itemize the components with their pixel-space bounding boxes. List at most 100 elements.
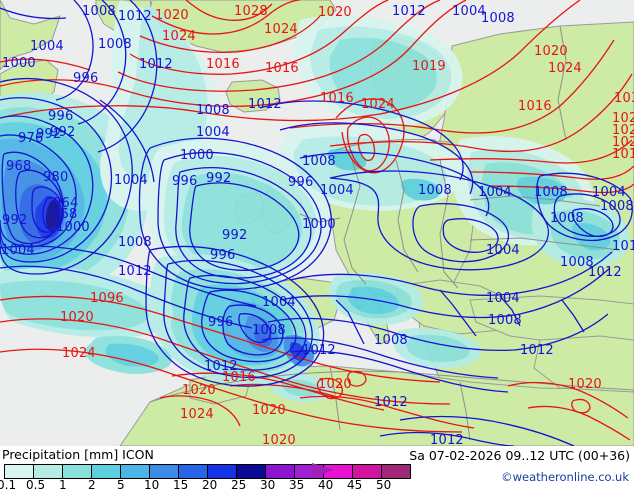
isobar-label-1012-62: 1012 xyxy=(588,265,622,280)
colorbar-tick-35: 35 xyxy=(289,478,305,490)
colorbar-tick-0.1: 0.1 xyxy=(0,478,17,490)
colorbar[interactable] xyxy=(4,464,411,479)
isobar-label-1008-52: 1008 xyxy=(118,235,152,250)
isobar-label-1024-20: 1024 xyxy=(548,61,582,76)
isobar-label-1012-75: 1012 xyxy=(204,359,238,374)
isobar-label-1016-28: 1016 xyxy=(518,99,552,114)
isobar-label-1012-15: 1012 xyxy=(139,57,173,72)
legend-title: Precipitation [mm] ICON xyxy=(2,447,154,462)
isobar-label-996-60: 996 xyxy=(210,248,236,263)
isobar-label-1004-6: 1004 xyxy=(452,4,486,19)
isobar-label-1004-45: 1004 xyxy=(478,185,512,200)
isobar-label-1008-35: 1008 xyxy=(302,154,336,169)
isobar-label-1012-1: 1012 xyxy=(118,9,152,24)
isobar-label-1020-84: 1020 xyxy=(568,377,602,392)
isobar-label-1012-79: 1012 xyxy=(374,395,408,410)
legend-panel: Precipitation [mm] ICON 0.1 0.5 1 2 5 10 15 20 2… xyxy=(0,446,634,490)
isobar-label-992-49: 992 xyxy=(2,213,28,228)
isobars-high xyxy=(0,0,634,441)
land-middle-east xyxy=(533,335,634,393)
isobar-label-1024-30: 1024 xyxy=(612,123,634,138)
colorbar-tick-0.5: 0.5 xyxy=(26,478,46,490)
isobar-label-1024-80: 1024 xyxy=(180,407,214,422)
isobar-label-1004-65: 1004 xyxy=(486,291,520,306)
isobar-label-1012-74: 1012 xyxy=(520,343,554,358)
isobar-label-1012-83: 1012 xyxy=(430,433,464,446)
colorbar-tick-15: 15 xyxy=(173,478,189,490)
isobar-label-1012-5: 1012 xyxy=(392,4,426,19)
isobar-label-1016-37: 1016 xyxy=(612,147,634,162)
isobar-label-1004-67: 1004 xyxy=(262,295,296,310)
colorbar-swatch-45 xyxy=(353,465,382,478)
isobar-label-1008-70: 1008 xyxy=(374,333,408,348)
isobar-label-1096-64: 1096 xyxy=(90,291,124,306)
isobar-label-1012-73: 1012 xyxy=(302,343,336,358)
isobar-label-996-68: 996 xyxy=(208,315,234,330)
colorbar-tick-20: 20 xyxy=(202,478,218,490)
map-canvas[interactable]: 1008 1012 1020 1028 1020 1012 1004 1008 1024 1024… xyxy=(0,0,634,446)
isobar-label-1008-71: 1008 xyxy=(488,313,522,328)
isobar-label-996-40: 996 xyxy=(172,174,198,189)
isobar-label-1008-0: 1008 xyxy=(82,4,116,19)
colorbar-tick-50: 50 xyxy=(376,478,392,490)
colorbar-swatch-25 xyxy=(237,465,266,478)
isobar-label-1024-8: 1024 xyxy=(162,29,196,44)
isobar-label-992-53: 992 xyxy=(222,228,248,243)
isobar-label-1004-39: 1004 xyxy=(114,173,148,188)
isobar-label-1012-59: 1012 xyxy=(612,239,634,254)
isobar-label-1000-54: 1000 xyxy=(302,217,336,232)
isobar-label-1000-51: 1000 xyxy=(56,220,90,235)
isobar-label-1020-12: 1020 xyxy=(534,44,568,59)
isobar-label-1008-61: 1008 xyxy=(560,255,594,270)
isobar-label-1008-46: 1008 xyxy=(534,185,568,200)
isobar-label-1004-47: 1004 xyxy=(592,185,626,200)
isobar-label-1004-43: 1004 xyxy=(320,183,354,198)
isobar-label-1028-29: 1028 xyxy=(612,111,634,126)
isobar-label-1024-23: 1024 xyxy=(361,97,395,112)
colorbar-tick-10: 10 xyxy=(144,478,160,490)
isobar-label-1016-18: 1016 xyxy=(320,91,354,106)
colorbar-swatch-0.5 xyxy=(34,465,63,478)
isobar-label-1008-11: 1008 xyxy=(98,37,132,52)
isobar-label-1020-78: 1020 xyxy=(318,377,352,392)
colorbar-tick-45: 45 xyxy=(347,478,363,490)
isobar-label-1004-58: 1004 xyxy=(486,243,520,258)
isobar-label-1024-72: 1024 xyxy=(62,346,96,361)
isobar-label-964-48: 964 xyxy=(53,196,79,211)
isobar-label-976-31: 976 xyxy=(18,131,44,146)
isobar-label-996-14: 996 xyxy=(73,71,99,86)
colorbar-swatch-15 xyxy=(179,465,208,478)
isobar-label-992-26: 992 xyxy=(50,125,76,140)
isobar-label-1020-4: 1020 xyxy=(318,5,352,20)
isobar-label-1000-34: 1000 xyxy=(180,148,214,163)
colorbar-swatch-50 xyxy=(382,465,410,478)
isobar-label-1008-57: 1008 xyxy=(550,211,584,226)
forecast-timestamp: Sa 07-02-2026 09..12 UTC (00+36) xyxy=(409,448,630,463)
isobar-label-1020-36: 1020 xyxy=(612,135,634,150)
isobar-label-1032-21: 1032 xyxy=(614,91,634,106)
isobar-label-1016-17: 1016 xyxy=(265,61,299,76)
isobar-label-1004-27: 1004 xyxy=(196,125,230,140)
isobar-label-996-25: 996 xyxy=(48,109,74,124)
colorbar-tick-1: 1 xyxy=(59,478,67,490)
colorbar-tick-25: 25 xyxy=(231,478,247,490)
isobar-label-996-42: 996 xyxy=(288,175,314,190)
colorbar-swatch-2 xyxy=(92,465,121,478)
isobar-label-980-38: 980 xyxy=(43,170,69,185)
isobar-label-1024-9: 1024 xyxy=(264,22,298,37)
colorbar-ticks: 0.1 0.5 1 2 5 10 15 20 25 30 35 40 45 50 xyxy=(0,478,391,490)
isobar-label-1008-69: 1008 xyxy=(252,323,286,338)
isobar-label-1019-19: 1019 xyxy=(412,59,446,74)
isobar-label-992-32: 992 xyxy=(36,127,62,142)
isobar-label-1028-3: 1028 xyxy=(234,4,268,19)
colorbar-swatch-20 xyxy=(208,465,237,478)
isobar-label-992-41: 992 xyxy=(206,171,232,186)
isobar-label-1004-10: 1004 xyxy=(30,39,64,54)
isobar-label-968-33: 968 xyxy=(6,159,32,174)
colorbar-swatch-1 xyxy=(63,465,92,478)
colorbar-swatch-10 xyxy=(150,465,179,478)
isobar-label-1012-63: 1012 xyxy=(118,264,152,279)
precipitation-layer xyxy=(0,0,630,402)
isobar-label-1016-76: 1016 xyxy=(222,370,256,385)
isobar-label-1008-55: 1008 xyxy=(600,199,634,214)
